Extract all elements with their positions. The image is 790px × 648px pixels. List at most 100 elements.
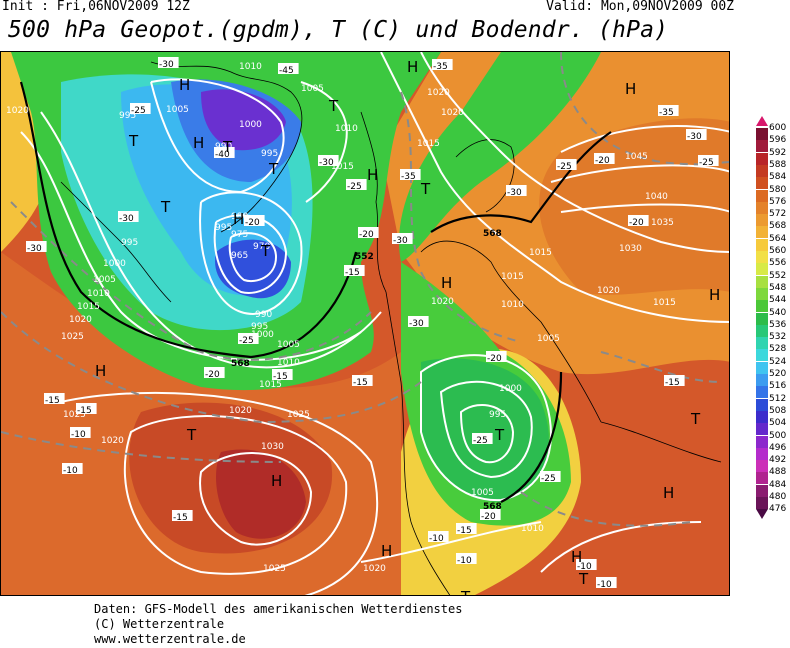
pressure-label: 1005 <box>277 340 300 350</box>
high-pressure-marker: H <box>381 542 392 560</box>
legend-value: 520 <box>769 369 787 379</box>
legend-swatch <box>756 238 768 251</box>
temperature-isotherm <box>1 431 282 463</box>
legend-value: 584 <box>769 172 787 183</box>
temperature-label-bg <box>486 351 507 362</box>
legend-value: 528 <box>769 344 787 355</box>
legend-value: 480 <box>769 492 787 502</box>
temperature-isotherm <box>600 351 722 383</box>
pressure-label: 1045 <box>625 152 648 162</box>
geopotential-label: 568 <box>231 359 250 369</box>
temperature-label-bg <box>44 393 65 404</box>
init-time: Init : Fri,06NOV2009 12Z <box>2 0 190 14</box>
pressure-label: 1015 <box>529 248 552 258</box>
low-pressure-marker: T <box>186 426 197 444</box>
pressure-label: 1015 <box>653 298 676 308</box>
temperature-label-bg <box>70 427 91 438</box>
pressure-label: 1005 <box>301 84 324 94</box>
pressure-label: 1025 <box>287 410 310 420</box>
legend-value: 524 <box>769 356 787 367</box>
pressure-label: 1000 <box>251 330 274 340</box>
isolines <box>1 52 729 595</box>
temperature-label-bg <box>596 577 617 588</box>
geopotential-contour <box>500 371 563 503</box>
temperature-label-bg <box>658 105 679 116</box>
pressure-label: 1010 <box>87 289 110 299</box>
pressure-isobar <box>360 521 542 563</box>
pressure-isobar <box>540 521 702 573</box>
temperature-label: -15 <box>273 372 288 382</box>
temperature-label: -25 <box>557 162 572 172</box>
pressure-label: 1020 <box>6 106 29 116</box>
pressure-label: 1040 <box>645 192 668 202</box>
high-pressure-marker: H <box>709 286 720 304</box>
pressure-label: 1010 <box>277 358 300 368</box>
temperature-label: -20 <box>245 218 260 228</box>
legend-swatch <box>756 460 768 473</box>
low-pressure-marker: T <box>578 570 589 588</box>
legend-value: 568 <box>769 221 787 232</box>
temperature-label-bg <box>472 433 493 444</box>
pressure-isobar <box>20 131 362 361</box>
pressure-isobar <box>40 111 382 369</box>
temperature-label-bg <box>352 375 373 386</box>
temperature-label: -20 <box>359 230 374 240</box>
temperature-label-bg <box>506 185 527 196</box>
temperature-isotherm <box>520 491 692 527</box>
temperature-label: -30 <box>507 188 522 198</box>
temperature-label-bg <box>62 463 83 474</box>
pressure-isobar <box>560 203 729 213</box>
temperature-isotherm <box>10 201 372 361</box>
temperature-label: -35 <box>659 108 674 118</box>
legend-value: 504 <box>769 418 787 429</box>
pressure-isobar <box>550 164 729 183</box>
legend-swatch <box>756 447 768 460</box>
temperature-label: -30 <box>159 60 174 70</box>
pressure-label: 1020 <box>363 564 386 574</box>
low-pressure-marker: T <box>494 426 505 444</box>
temperature-label-bg <box>428 531 449 542</box>
temperature-label-bg <box>118 211 139 222</box>
website-link[interactable]: www.wetterzentrale.de <box>94 632 246 646</box>
high-pressure-marker: H <box>233 210 244 228</box>
temperature-label-bg <box>238 333 259 344</box>
pressure-label: 1020 <box>229 406 252 416</box>
header: Init : Fri,06NOV2009 12Z Valid: Mon,09NO… <box>0 0 790 50</box>
temperature-label: -20 <box>629 218 644 228</box>
pressure-label: 1000 <box>103 259 126 269</box>
temperature-label: -40 <box>215 150 230 160</box>
legend-value: 532 <box>769 332 787 343</box>
pressure-isobar <box>228 232 278 282</box>
temperature-label-bg <box>594 153 615 164</box>
pressure-label: 1030 <box>619 244 642 254</box>
weather-map: 1010100510059951000101099099510151020102… <box>0 51 730 596</box>
footer: Daten: GFS-Modell des amerikanischen Wet… <box>94 602 462 647</box>
temperature-label-bg <box>576 559 597 570</box>
temperature-label: -15 <box>345 268 360 278</box>
temperature-label-bg <box>172 510 193 521</box>
geopotential-label: 552 <box>355 252 374 262</box>
legend-top-arrow <box>756 116 768 126</box>
legend-value: 572 <box>769 209 787 220</box>
legend-swatch <box>756 287 768 300</box>
pressure-label: 995 <box>489 410 506 420</box>
pressure-label: 1025 <box>263 564 286 574</box>
temperature-label-bg <box>278 63 299 74</box>
legend-value: 588 <box>769 159 787 170</box>
legend-swatch <box>756 435 768 448</box>
legend-swatch <box>756 164 768 177</box>
pressure-label: 995 <box>251 322 268 332</box>
legend-swatch <box>756 349 768 362</box>
geopotential-fill <box>1 52 729 595</box>
temperature-label-bg <box>26 241 47 252</box>
temperature-label: -15 <box>353 378 368 388</box>
pressure-label: 1025 <box>63 410 86 420</box>
map-labels: 1010100510059951000101099099510151020102… <box>6 57 720 595</box>
geopotential-label: 568 <box>483 229 502 239</box>
legend-value: 548 <box>769 282 787 293</box>
pressure-label: 1035 <box>651 218 674 228</box>
temperature-label: -25 <box>239 336 254 346</box>
pressure-label: 1030 <box>261 442 284 452</box>
temperature-label: -30 <box>119 214 134 224</box>
legend-swatch <box>756 472 768 485</box>
